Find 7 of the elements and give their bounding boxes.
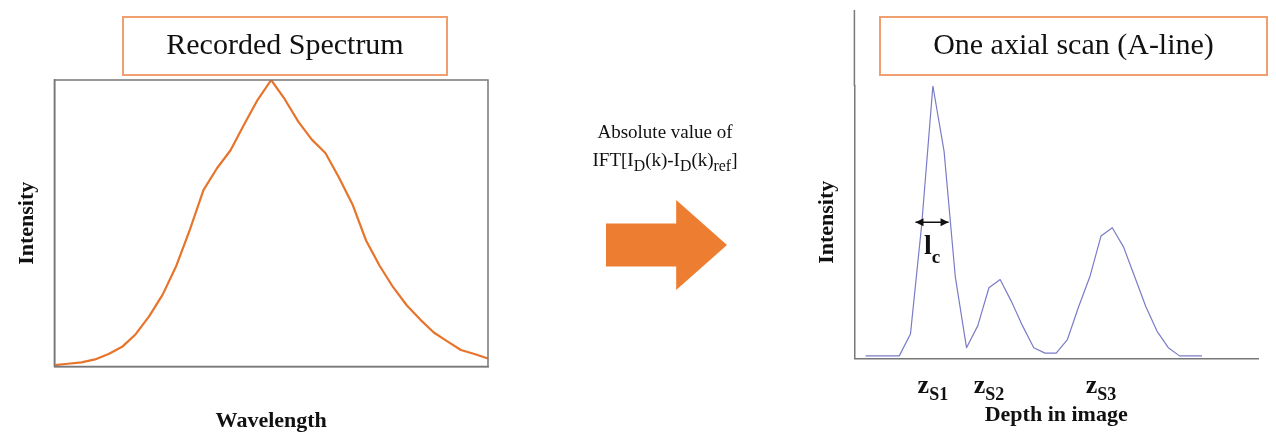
text: Absolute value of IFT[I$_{D}$(k)-I$_{D}$(k)$_{ref}$] <box>591 120 739 176</box>
chart-title: One axial scan (A-line) <box>879 16 1268 76</box>
x-axis-title: Depth in image <box>984 401 1128 427</box>
x-axis-title: Wavelength <box>215 407 327 433</box>
y-axis-title: Intensity <box>812 180 838 264</box>
chart-title: Recorded Spectrum <box>122 16 448 76</box>
y-axis-title: Intensity <box>12 181 38 265</box>
